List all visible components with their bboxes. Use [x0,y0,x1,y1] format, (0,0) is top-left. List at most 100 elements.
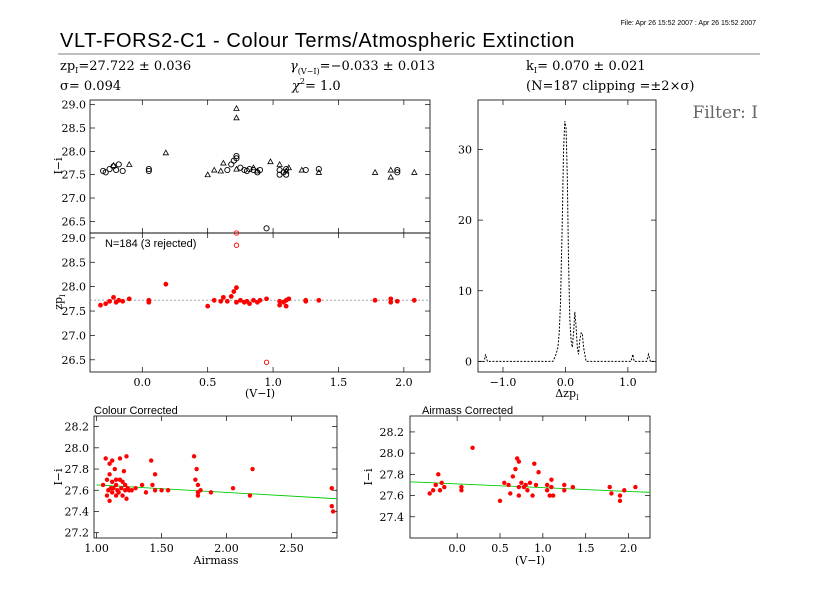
corrected-point [411,297,417,303]
colour-corrected-point [107,461,112,466]
corrected-point [234,285,239,291]
corrected-point [277,302,283,308]
corrected-point [234,299,239,305]
colour-corrected-point [230,485,236,491]
colour-corrected-point [330,509,336,514]
corrected-point [316,297,322,303]
raw-point-triangle [387,173,395,180]
colour-corrected-point [113,482,119,488]
raw-ylabel: I−i [52,157,65,175]
corrected-point [111,294,116,300]
colour-corrected-xtick-label: 2.50 [279,542,304,555]
colour-corrected-ytick-label: 28.0 [65,442,90,455]
corrected-point [388,299,394,305]
airmass-corrected-point [459,484,464,490]
colour-corrected-point [129,488,134,493]
colour-corrected-xlabel: Airmass [193,554,239,567]
airmass-corrected-point [516,484,522,490]
corrected-xtick-label: 2.0 [395,376,413,389]
histogram-xlabel: ΔzpI [555,387,579,402]
panel-histogram-frame [477,99,657,373]
corrected-xtick-label: 1.0 [264,376,282,389]
raw-point-triangle [411,168,418,175]
raw-point-triangle [217,167,225,174]
corrected-point [247,301,252,307]
colour-corrected-point [104,493,110,498]
raw-point-circle [119,167,126,174]
histogram-xtick-label: 0.0 [557,376,575,389]
airmass-corrected-point [470,445,475,451]
airmass-corrected-title: Airmass Corrected [422,405,513,417]
colour-corrected-point [120,493,125,498]
file-stamp: File: Apr 26 15:52 2007 : Apr 26 15:52 2… [621,20,757,27]
gamma-stat: γ(V−I)=−0.033 ± 0.013 [290,59,435,76]
colour-corrected-point [112,466,117,472]
chi-stat: χ2= 1.0 [291,77,341,94]
colour-corrected-point [109,458,115,463]
raw-ytick-label: 27.5 [62,169,87,182]
corrected-xtick-label: 0.5 [199,376,217,389]
airmass-corrected-point [436,472,441,477]
panel-corrected-frame [89,232,431,373]
raw-point-triangle [298,166,306,173]
raw-point-circle [113,166,120,174]
histogram-ytick-label: 20 [458,214,472,227]
colour-corrected-point [113,477,119,482]
corrected-point [218,298,224,304]
colour-corrected-point [104,477,110,482]
corrected-point [388,296,394,302]
corrected-point [146,297,152,303]
colour-corrected-ytick-label: 27.8 [65,463,90,476]
airmass-corrected-point [519,480,524,486]
raw-point-triangle [254,167,261,174]
raw-point-circle [233,152,240,160]
airmass-corrected-point [633,484,638,490]
colour-corrected-point [124,496,129,501]
colour-corrected-point [100,482,106,488]
corrected-point [211,297,217,303]
colour-corrected-point [109,479,115,484]
corrected-point [372,297,378,303]
colour-corrected-xtick-label: 1.00 [84,542,109,555]
corrected-point [228,294,234,299]
corrected-point [286,296,292,302]
colour-corrected-point [119,485,124,491]
histogram-line [479,121,656,362]
histogram-xtick-label: 1.0 [619,376,637,389]
rejected-point [233,242,240,248]
page-title: VLT-FORS2-C1 - Colour Terms/Atmospheric … [60,30,575,52]
airmass-corrected-point [570,484,576,490]
airmass-corrected-point [510,474,516,479]
corrected-point [120,298,126,304]
airmass-corrected-ylabel: I−i [362,468,375,486]
colour-corrected-point [195,493,201,498]
airmass-corrected-point [513,466,518,472]
raw-point-triangle [220,159,227,166]
airmass-corrected-point [516,459,522,464]
corrected-point [264,296,269,302]
raw-point-circle [228,161,235,168]
colour-corrected-point [198,488,203,493]
colour-corrected-ytick-label: 27.6 [65,484,90,497]
raw-point-triangle [371,168,379,175]
airmass-corrected-point [544,488,550,493]
airmass-corrected-xtick-label: 1.5 [577,542,595,555]
corrected-xtick-label: 0.0 [134,376,152,389]
airmass-corrected-point [562,482,567,488]
raw-point-triangle [233,114,240,121]
airmass-corrected-xtick-label: 0.5 [491,542,509,555]
raw-point-circle [246,166,253,173]
airmass-corrected-point [516,493,522,498]
raw-ytick-label: 28.5 [62,122,87,135]
colour-corrected-point [150,482,155,488]
airmass-corrected-point [433,482,438,488]
airmass-corrected-xlabel: (V−I) [515,554,545,567]
colour-corrected-xtick-label: 2.00 [214,542,239,555]
colour-corrected-point [250,466,255,472]
colour-corrected-point [113,493,119,498]
rejected-point [263,359,270,365]
raw-point-triangle [233,104,240,111]
raw-ytick-label: 29.0 [62,99,87,112]
airmass-corrected-point [506,482,511,488]
raw-point-triangle [267,158,274,165]
